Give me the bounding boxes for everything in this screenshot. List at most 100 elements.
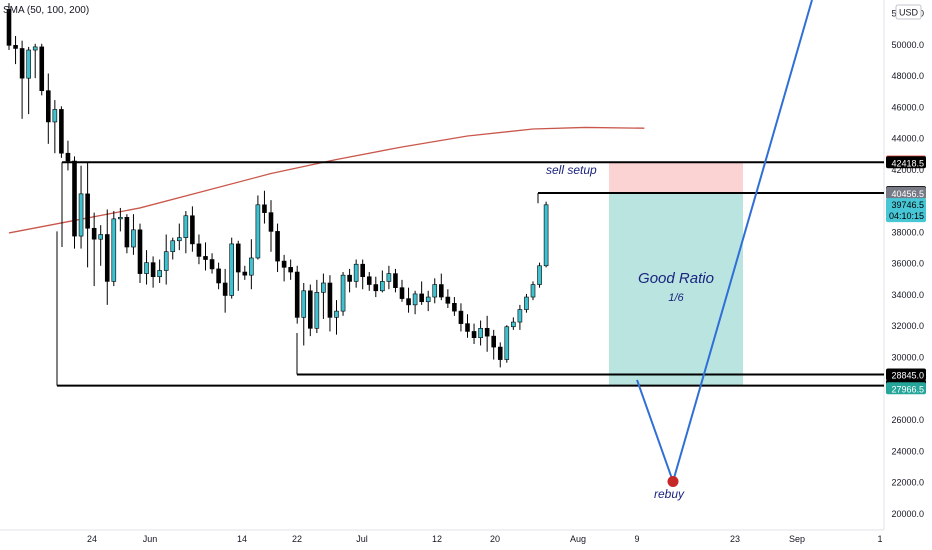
- candle-body[interactable]: [170, 240, 176, 253]
- candle-body[interactable]: [511, 321, 516, 328]
- candle-body[interactable]: [380, 281, 385, 292]
- candle-body[interactable]: [72, 160, 77, 237]
- candle-body[interactable]: [91, 227, 97, 240]
- candle-body[interactable]: [307, 290, 313, 329]
- price-label-box[interactable]: [886, 198, 926, 223]
- candle-body[interactable]: [6, 9, 12, 46]
- candle-body[interactable]: [281, 260, 287, 268]
- candle-body[interactable]: [183, 215, 189, 238]
- candle-body[interactable]: [386, 273, 392, 282]
- candle-body[interactable]: [32, 46, 38, 51]
- candle-body[interactable]: [458, 310, 464, 324]
- candle-body[interactable]: [438, 284, 444, 298]
- indicator-label[interactable]: SMA (50, 100, 200): [3, 5, 90, 16]
- projection-path[interactable]: [636, 0, 813, 488]
- candle-body[interactable]: [275, 231, 280, 262]
- candle-body[interactable]: [491, 335, 497, 348]
- candlestick-series[interactable]: [6, 3, 549, 368]
- rebuy-label: rebuy: [654, 487, 685, 501]
- candle-body[interactable]: [203, 256, 208, 260]
- candle-body[interactable]: [150, 262, 156, 278]
- candle-body[interactable]: [19, 48, 25, 79]
- candle-body[interactable]: [235, 243, 241, 273]
- candle-body[interactable]: [131, 229, 136, 248]
- candle-body[interactable]: [209, 259, 215, 270]
- candle-body[interactable]: [85, 193, 90, 229]
- candle-body[interactable]: [543, 204, 549, 267]
- candle-body[interactable]: [294, 271, 300, 318]
- candle-body[interactable]: [255, 204, 261, 259]
- candle-body[interactable]: [222, 282, 228, 296]
- currency-badge[interactable]: [895, 4, 922, 20]
- range-lines[interactable]: [56, 161, 884, 387]
- candle-body[interactable]: [216, 268, 221, 284]
- candle-body[interactable]: [163, 251, 169, 271]
- candle-body[interactable]: [177, 237, 182, 242]
- candle-body[interactable]: [124, 217, 130, 248]
- candle-body[interactable]: [412, 293, 418, 306]
- candle-body[interactable]: [504, 326, 510, 360]
- candle-body[interactable]: [393, 273, 398, 288]
- candle-body[interactable]: [517, 309, 523, 323]
- candle-body[interactable]: [111, 218, 117, 282]
- price-label-value: 42418.5: [891, 158, 924, 168]
- price-axis[interactable]: 52000.050000.048000.046000.044000.042000…: [885, 0, 932, 550]
- candle-body[interactable]: [471, 331, 477, 338]
- candle-body[interactable]: [497, 346, 503, 360]
- candle-body[interactable]: [242, 271, 248, 276]
- candle-body[interactable]: [465, 323, 470, 332]
- candle-body[interactable]: [399, 287, 405, 299]
- candle-body[interactable]: [419, 293, 424, 303]
- price-label-box[interactable]: [886, 382, 926, 395]
- candle-body[interactable]: [26, 49, 31, 79]
- candle-body[interactable]: [334, 310, 339, 318]
- candle-body[interactable]: [432, 284, 438, 298]
- candle-body[interactable]: [445, 296, 451, 304]
- candle-body[interactable]: [196, 243, 202, 257]
- candle-body[interactable]: [478, 328, 483, 338]
- candle-body[interactable]: [321, 282, 326, 293]
- candle-body[interactable]: [249, 257, 254, 276]
- candle-body[interactable]: [65, 152, 71, 162]
- candle-body[interactable]: [327, 282, 333, 318]
- candle-body[interactable]: [45, 90, 51, 123]
- candle-body[interactable]: [104, 234, 110, 282]
- candle-body[interactable]: [137, 229, 143, 274]
- candle-body[interactable]: [52, 109, 58, 123]
- candle-body[interactable]: [484, 328, 490, 337]
- candle-body[interactable]: [288, 267, 293, 273]
- candle-body[interactable]: [353, 263, 359, 282]
- candle-body[interactable]: [425, 296, 431, 303]
- candle-body[interactable]: [301, 290, 307, 318]
- candle-body[interactable]: [78, 193, 84, 237]
- candle-body[interactable]: [347, 274, 352, 282]
- candle-body[interactable]: [452, 303, 457, 312]
- candle-body[interactable]: [13, 45, 18, 49]
- candle-body[interactable]: [373, 284, 379, 292]
- candle-body[interactable]: [360, 263, 366, 278]
- price-label-box[interactable]: [886, 156, 926, 169]
- candle-body[interactable]: [406, 298, 411, 306]
- candle-body[interactable]: [537, 265, 542, 285]
- candle-body[interactable]: [229, 243, 234, 296]
- candle-body[interactable]: [144, 262, 149, 274]
- candle-body[interactable]: [59, 109, 64, 154]
- candle-body[interactable]: [340, 274, 346, 312]
- time-axis[interactable]: 24 Jun 14 22 Jul 12 20 Aug 9 23 Sep 1: [0, 529, 884, 544]
- candle-body[interactable]: [157, 270, 162, 278]
- candle-body[interactable]: [190, 215, 195, 245]
- candle-body[interactable]: [530, 284, 536, 298]
- chart-grid: [883, 0, 885, 530]
- candle-body[interactable]: [366, 276, 372, 285]
- candle-body[interactable]: [98, 234, 103, 240]
- candle-body[interactable]: [314, 292, 320, 329]
- price-label-box[interactable]: [886, 368, 926, 381]
- candle-body[interactable]: [262, 204, 267, 213]
- candle-body[interactable]: [524, 296, 529, 310]
- candle-body[interactable]: [118, 217, 123, 220]
- rebuy-dot[interactable]: [667, 476, 679, 488]
- candle-body[interactable]: [39, 46, 45, 91]
- price-label-box[interactable]: [886, 186, 926, 199]
- candle-body[interactable]: [268, 212, 274, 232]
